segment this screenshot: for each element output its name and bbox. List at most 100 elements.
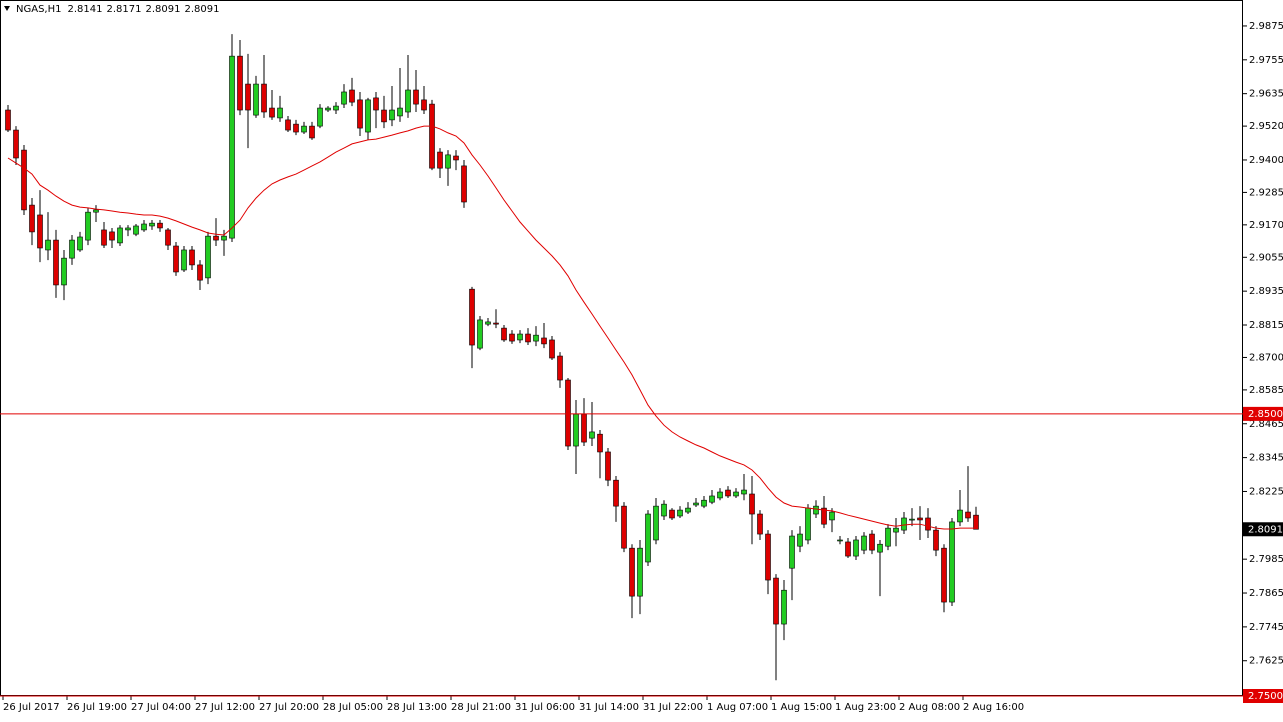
candle-body <box>333 105 339 111</box>
y-tick-label: 2.8585 <box>1249 385 1283 396</box>
candle-body <box>845 541 851 557</box>
candle-body <box>405 89 411 113</box>
candle-body <box>861 535 867 551</box>
x-tick-label: 28 Jul 05:00 <box>323 702 383 713</box>
candle-body <box>293 123 299 133</box>
x-tick-label: 2 Aug 08:00 <box>899 702 960 713</box>
candle-body <box>925 517 931 531</box>
y-tick-label: 2.7745 <box>1249 622 1283 633</box>
candle-body <box>533 334 539 342</box>
candle-body <box>117 227 123 244</box>
candle-body <box>85 211 91 241</box>
y-tick-label: 2.9635 <box>1249 89 1283 100</box>
candle-body <box>661 503 667 517</box>
chart-title: NGAS,H1 <box>16 4 61 15</box>
candle-body <box>357 99 363 129</box>
candle-body <box>141 223 147 231</box>
candle-body <box>13 129 19 159</box>
candle-body <box>853 539 859 557</box>
candle-body <box>133 225 139 235</box>
candle-body <box>21 149 27 211</box>
header-open: 2.8141 <box>67 4 102 15</box>
y-tick-label: 2.9400 <box>1249 155 1283 166</box>
candle-body <box>541 337 547 345</box>
candle-body <box>325 107 331 111</box>
candle-body <box>773 577 779 625</box>
candle-body <box>277 107 283 119</box>
y-tick-label: 2.8815 <box>1249 320 1283 331</box>
y-tick-label: 2.8225 <box>1249 486 1283 497</box>
candle-body <box>477 319 483 349</box>
candle-body <box>573 413 579 447</box>
candle-body <box>173 245 179 273</box>
candle-body <box>229 55 235 239</box>
candle-body <box>181 249 187 271</box>
x-tick-label: 27 Jul 04:00 <box>131 702 191 713</box>
candle-body <box>197 264 203 281</box>
candle-body <box>797 533 803 547</box>
candle-body <box>301 125 307 133</box>
candle-body <box>421 99 427 111</box>
candle-body <box>53 239 59 286</box>
candle-body <box>877 543 883 553</box>
candle-body <box>453 155 459 161</box>
candle-body <box>37 214 43 249</box>
y-tick-label: 2.9875 <box>1249 21 1283 32</box>
candle-body <box>429 103 435 169</box>
candle-body <box>789 535 795 569</box>
candle-body <box>469 288 475 346</box>
candle-body <box>341 91 347 105</box>
dropdown-icon[interactable] <box>4 6 10 11</box>
x-tick-label: 1 Aug 07:00 <box>707 702 768 713</box>
candle-body <box>285 119 291 131</box>
candle-body <box>485 321 491 325</box>
candle-body <box>69 239 75 259</box>
candle-body <box>965 511 971 519</box>
y-tick-label: 2.7625 <box>1249 656 1283 667</box>
candle-body <box>413 89 419 105</box>
candle-body <box>693 502 699 506</box>
x-tick-label: 31 Jul 14:00 <box>579 702 639 713</box>
candle-body <box>517 333 523 341</box>
candle-body <box>821 507 827 525</box>
candle-body <box>973 514 979 530</box>
candle-body <box>621 505 627 549</box>
candle-body <box>837 539 843 542</box>
y-tick-label: 2.8345 <box>1249 453 1283 464</box>
candle-body <box>149 222 155 227</box>
candle-body <box>493 322 499 325</box>
candle-body <box>525 333 531 343</box>
x-tick-label: 2 Aug 16:00 <box>963 702 1024 713</box>
candle-body <box>205 235 211 279</box>
candle-body <box>653 505 659 541</box>
candle-body <box>589 431 595 439</box>
x-tick-label: 1 Aug 23:00 <box>835 702 896 713</box>
header-low: 2.8091 <box>145 4 180 15</box>
candle-body <box>437 151 443 169</box>
header-high: 2.8171 <box>106 4 141 15</box>
y-tick-label: 2.7865 <box>1249 588 1283 599</box>
candle-body <box>381 109 387 123</box>
candle-body <box>685 507 691 513</box>
level-label: 2.8500 <box>1248 409 1283 420</box>
candle-body <box>901 517 907 531</box>
candle-body <box>557 355 563 381</box>
candle-body <box>869 533 875 551</box>
candle-body <box>461 165 467 203</box>
candle-body <box>61 257 67 286</box>
candle-body <box>261 83 267 113</box>
candle-body <box>365 99 371 133</box>
candle-body <box>709 495 715 503</box>
y-tick-label: 2.8465 <box>1249 419 1283 430</box>
x-tick-label: 1 Aug 15:00 <box>771 702 832 713</box>
plot-frame <box>0 0 1243 696</box>
x-tick-label: 27 Jul 12:00 <box>195 702 255 713</box>
candle-body <box>5 109 11 131</box>
x-tick-label: 26 Jul 19:00 <box>67 702 127 713</box>
candle-body <box>909 518 915 521</box>
level-label-box <box>1243 406 1283 421</box>
y-tick-label: 2.9285 <box>1249 187 1283 198</box>
candle-body <box>45 239 51 251</box>
